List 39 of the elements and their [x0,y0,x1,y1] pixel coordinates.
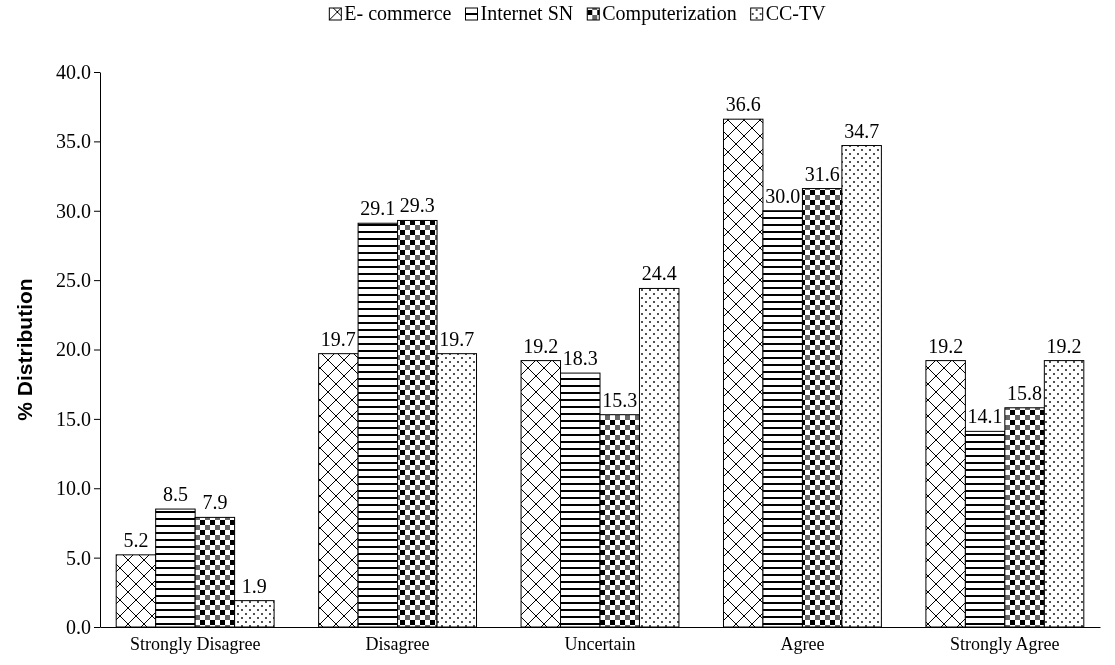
data-label: 19.2 [1046,334,1082,357]
legend-label: Internet SN [480,2,574,24]
data-label: 31.6 [804,162,840,185]
y-tick-label: 5.0 [66,546,91,569]
legend-label: E- commerce [344,2,452,24]
y-tick-label: 20.0 [56,338,91,361]
x-tick-label: Strongly Agree [950,633,1060,654]
data-label: 19.2 [523,334,559,357]
data-label: 30.0 [765,184,801,207]
data-label: 1.9 [241,574,267,597]
y-tick-label: 35.0 [56,130,91,153]
legend-label: Computerization [602,2,737,25]
data-label: 36.6 [725,93,761,116]
data-label: 5.2 [123,528,149,551]
data-label: 7.9 [202,491,228,514]
data-label: 19.7 [439,327,475,350]
x-tick-label: Agree [780,633,825,654]
y-tick-label: 40.0 [56,60,91,83]
data-label: 34.7 [844,119,880,142]
data-label: 18.3 [562,347,598,370]
x-tick-label: Disagree [365,633,430,654]
data-label: 14.1 [967,405,1003,428]
y-tick-label: 10.0 [56,477,91,500]
data-label: 15.8 [1007,381,1043,404]
data-label: 8.5 [162,483,188,506]
data-label: 29.3 [399,194,435,217]
data-label: 24.4 [641,262,677,285]
data-label: 19.7 [320,327,356,350]
y-tick-label: 30.0 [56,199,91,222]
data-label: 15.3 [602,388,638,411]
x-tick-label: Strongly Disagree [129,633,261,654]
y-tick-label: 0.0 [66,615,91,638]
y-tick-label: 25.0 [56,269,91,292]
y-tick-label: 15.0 [56,407,91,430]
legend-label: CC-TV [765,2,827,24]
data-label: 19.2 [928,334,964,357]
data-label: 29.1 [360,197,396,220]
y-axis-title: % Distribution [13,278,36,421]
x-tick-label: Uncertain [564,633,636,654]
